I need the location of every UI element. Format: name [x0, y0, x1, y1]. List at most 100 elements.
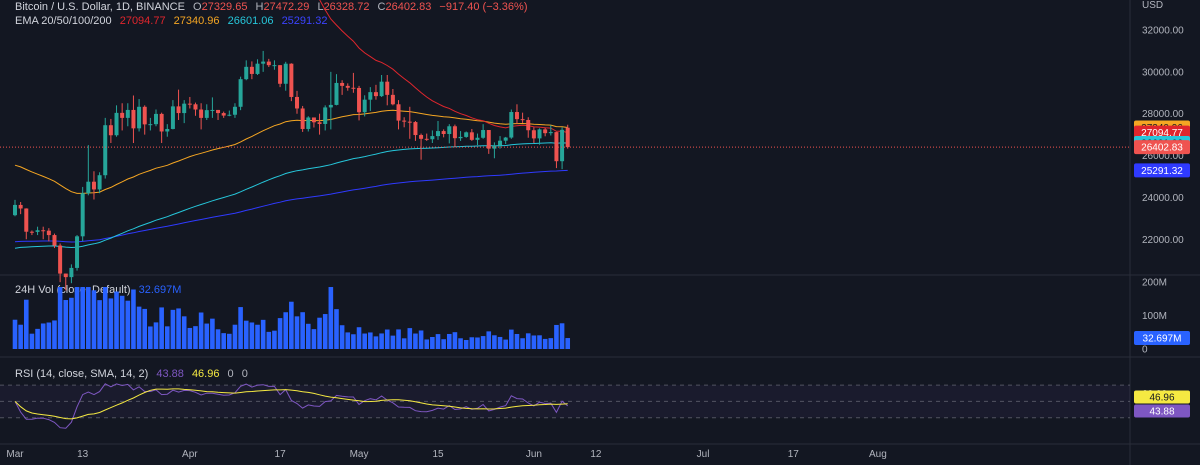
volume-bar [142, 308, 148, 349]
volume-bar [176, 308, 181, 349]
rsi-legend-value: 43.88 [156, 368, 184, 380]
candle-body [514, 112, 519, 120]
candle [509, 109, 514, 139]
volume-bar [198, 312, 204, 349]
candle-body [328, 104, 333, 108]
price-tick-label: 30000.00 [1142, 67, 1184, 78]
candle [345, 83, 350, 91]
volume-bar [181, 316, 187, 349]
candle [481, 124, 486, 139]
ema20-value: 27094.77 [119, 15, 166, 27]
volume-bar [221, 333, 226, 349]
candle [131, 95, 136, 143]
candle-body [295, 96, 299, 109]
candle [63, 273, 68, 291]
volume-bar [368, 332, 373, 349]
rsi-sma-last-tag-text: 46.96 [1149, 393, 1174, 404]
last-price-tag-text: 26402.83 [1141, 143, 1183, 154]
candle-body [407, 121, 412, 123]
volume-bar [52, 320, 57, 349]
time-tick-label: 15 [432, 449, 444, 460]
candle-body [543, 129, 548, 134]
candle [452, 124, 457, 148]
candle-body [255, 63, 260, 74]
candle-body [232, 106, 237, 115]
price-axis-unit: USD [1142, 0, 1163, 11]
volume-bar [509, 329, 514, 349]
candle [340, 80, 345, 95]
candle-body [447, 126, 452, 134]
volume-tick-label: 0 [1142, 345, 1148, 356]
volume-bar [475, 337, 480, 349]
volume-tick-label: 200M [1142, 278, 1167, 289]
volume-bar [351, 334, 356, 349]
candle-body [323, 107, 328, 124]
candle-body [311, 117, 316, 123]
candle [266, 58, 271, 68]
candle-body [148, 124, 153, 126]
volume-bar [384, 329, 390, 349]
candle [328, 71, 333, 130]
time-tick-label: Jul [697, 449, 710, 460]
volume-bar [266, 331, 272, 349]
volume-bar [396, 329, 401, 349]
rsi-last-tag: 43.88 [1134, 404, 1190, 418]
candle-body [402, 120, 407, 122]
volume-bar [215, 329, 221, 349]
candle-body [283, 63, 288, 84]
ema-legend: EMA 20/50/100/200 27094.77 27340.96 2660… [15, 15, 332, 27]
candle-body [458, 136, 463, 139]
candle [396, 100, 401, 130]
candle-body [503, 137, 508, 141]
volume-bar [503, 339, 508, 349]
candle-body [170, 106, 175, 129]
candle [424, 133, 429, 141]
volume-bar [441, 339, 446, 349]
candle [18, 202, 23, 215]
price-tick-label: 22000.00 [1142, 235, 1184, 246]
candle-body [278, 65, 283, 84]
ema200-price-tag-text: 25291.32 [1141, 166, 1183, 177]
candle [278, 65, 283, 88]
candle [554, 131, 559, 169]
volume-bar [497, 336, 503, 349]
candle-body [424, 138, 429, 140]
candle-body [114, 112, 119, 136]
volume-bar [29, 333, 35, 349]
volume-bar [294, 316, 300, 349]
volume-bar [430, 336, 435, 349]
volume-bar [322, 314, 328, 349]
candle [238, 76, 243, 111]
candle-body [199, 109, 204, 118]
time-tick-label: Apr [182, 449, 198, 460]
candle-body [103, 125, 108, 176]
candle [182, 100, 187, 124]
volume-bar [345, 332, 351, 349]
volume-bar [565, 338, 571, 349]
ema100-line [14, 142, 568, 249]
candle-body [362, 99, 367, 113]
volume-bar [46, 322, 52, 349]
candle-body [41, 230, 46, 232]
volume-bar [300, 312, 305, 349]
candle-body [159, 113, 164, 132]
candle-body [537, 129, 542, 139]
volume-bar [311, 329, 317, 349]
candle [170, 100, 175, 130]
volume-bar [531, 335, 537, 349]
candle [436, 121, 440, 140]
candle [407, 106, 412, 139]
candle [125, 103, 130, 127]
candle [232, 103, 237, 118]
volume-bar [159, 307, 164, 349]
candle-body [385, 81, 390, 95]
candle [306, 116, 311, 132]
volume-last-tag-bg [1134, 331, 1190, 346]
volume-bar [119, 295, 125, 349]
candle-body [492, 145, 497, 149]
candle-body [176, 106, 181, 114]
candle [537, 128, 542, 145]
candle-body [373, 92, 378, 97]
candle-body [266, 61, 271, 66]
